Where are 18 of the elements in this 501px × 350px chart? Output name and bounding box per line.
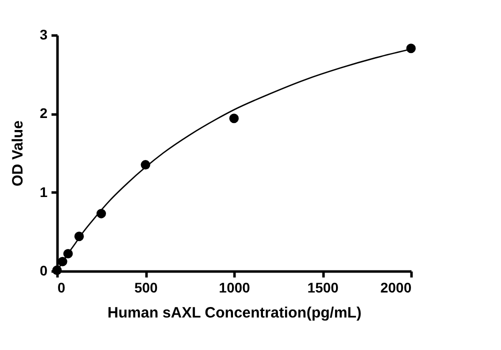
x-tick-label: 1000 <box>218 280 250 296</box>
x-tick-label: 1500 <box>307 280 339 296</box>
y-tick-label: 1 <box>40 184 48 200</box>
x-tick-label: 2000 <box>380 280 412 296</box>
point <box>58 256 68 266</box>
y-tick-label: 0 <box>40 262 48 278</box>
point <box>74 232 84 242</box>
x-axis-title: Human sAXL Concentration(pg/mL) <box>108 304 362 322</box>
point <box>63 248 73 258</box>
y-tick-label: 2 <box>40 105 48 122</box>
y-axis-title: OD Value <box>10 120 27 186</box>
x-tick-label: 500 <box>134 280 158 296</box>
point <box>406 44 416 54</box>
point <box>96 208 106 218</box>
point <box>140 160 150 170</box>
y-tick-label: 3 <box>40 26 48 42</box>
point <box>229 114 239 124</box>
x-tick-label: 0 <box>58 280 66 296</box>
